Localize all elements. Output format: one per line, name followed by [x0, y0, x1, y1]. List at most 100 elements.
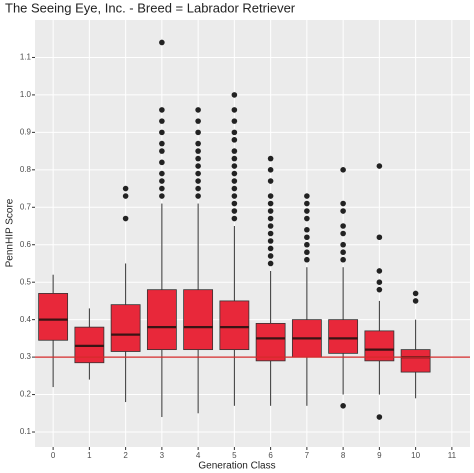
- x-tick-label: 3: [160, 451, 165, 460]
- outlier: [195, 185, 201, 192]
- x-tick-label: 7: [305, 451, 310, 460]
- outlier: [340, 249, 346, 256]
- outlier: [195, 148, 201, 154]
- outlier: [231, 170, 238, 177]
- outlier: [231, 155, 238, 162]
- outlier: [267, 223, 274, 229]
- outlier: [159, 39, 165, 46]
- outlier: [231, 107, 238, 113]
- outlier: [267, 238, 274, 244]
- outlier: [159, 159, 165, 166]
- outlier: [376, 279, 383, 285]
- outlier: [304, 234, 310, 241]
- outlier: [195, 155, 201, 162]
- outlier: [159, 118, 165, 124]
- outlier: [195, 129, 201, 136]
- outlier: [267, 155, 274, 162]
- outlier: [412, 290, 419, 297]
- outlier: [159, 185, 165, 192]
- y-tick-label: 0.2: [20, 390, 32, 399]
- outlier: [231, 200, 238, 207]
- y-tick-label: 0.8: [20, 165, 32, 174]
- outlier: [159, 193, 165, 199]
- outlier: [304, 200, 310, 207]
- x-tick-label: 4: [196, 451, 201, 460]
- outlier: [340, 241, 346, 248]
- y-tick-label: 0.1: [20, 427, 32, 436]
- x-tick-label: 8: [341, 451, 346, 460]
- outlier: [195, 170, 201, 177]
- outlier: [267, 193, 274, 199]
- outlier: [376, 268, 383, 274]
- y-tick-label: 0.9: [20, 127, 32, 136]
- outlier: [376, 234, 383, 241]
- outlier: [159, 178, 165, 184]
- outlier: [304, 256, 310, 263]
- outlier: [340, 223, 346, 229]
- outlier: [340, 402, 346, 409]
- outlier: [231, 148, 238, 154]
- y-tick-label: 0.5: [20, 277, 32, 286]
- outlier: [267, 245, 274, 252]
- outlier: [231, 193, 238, 199]
- outlier: [231, 92, 238, 98]
- outlier: [231, 178, 238, 184]
- chart-title: The Seeing Eye, Inc. - Breed = Labrador …: [5, 0, 296, 15]
- y-tick-label: 0.4: [20, 315, 32, 324]
- outlier: [340, 167, 346, 173]
- x-tick-label: 1: [87, 451, 92, 460]
- y-tick-label: 1.0: [20, 90, 32, 99]
- outlier: [267, 260, 274, 267]
- outlier: [195, 178, 201, 184]
- box: [38, 293, 69, 341]
- outlier: [304, 249, 310, 256]
- outlier: [159, 107, 165, 113]
- outlier: [267, 230, 274, 237]
- outlier: [159, 129, 165, 136]
- outlier: [231, 208, 238, 214]
- outlier: [267, 208, 274, 214]
- outlier: [122, 185, 129, 192]
- x-tick-label: 2: [123, 451, 128, 460]
- outlier: [376, 286, 383, 293]
- x-tick-label: 6: [268, 451, 273, 460]
- outlier: [340, 200, 346, 207]
- outlier: [376, 414, 383, 420]
- outlier: [304, 193, 310, 199]
- outlier: [340, 208, 346, 214]
- x-tick-label: 10: [411, 451, 420, 460]
- y-tick-label: 0.7: [20, 202, 32, 211]
- x-tick-label: 11: [448, 451, 457, 460]
- outlier: [195, 107, 201, 113]
- outlier: [195, 193, 201, 199]
- y-tick-label: 1.1: [20, 53, 32, 62]
- outlier: [195, 118, 201, 124]
- outlier: [122, 215, 129, 222]
- box: [255, 322, 286, 362]
- outlier: [231, 129, 238, 136]
- x-tick-label: 9: [377, 451, 382, 460]
- outlier: [231, 118, 238, 124]
- outlier: [195, 140, 201, 147]
- box: [400, 349, 431, 373]
- outlier: [159, 140, 165, 147]
- outlier: [340, 256, 346, 263]
- outlier: [304, 241, 310, 248]
- outlier: [231, 137, 238, 143]
- outlier: [267, 253, 274, 259]
- y-tick-label: 0.3: [20, 352, 32, 361]
- outlier: [195, 163, 201, 169]
- box: [146, 289, 177, 351]
- box: [110, 304, 141, 352]
- box: [183, 289, 214, 351]
- outlier: [376, 163, 383, 169]
- outlier: [231, 163, 238, 169]
- outlier: [304, 215, 310, 222]
- panel: [35, 20, 470, 447]
- box: [364, 330, 395, 362]
- box: [219, 300, 250, 351]
- outlier: [122, 193, 129, 199]
- y-tick-label: 0.6: [20, 240, 32, 249]
- outlier: [267, 200, 274, 207]
